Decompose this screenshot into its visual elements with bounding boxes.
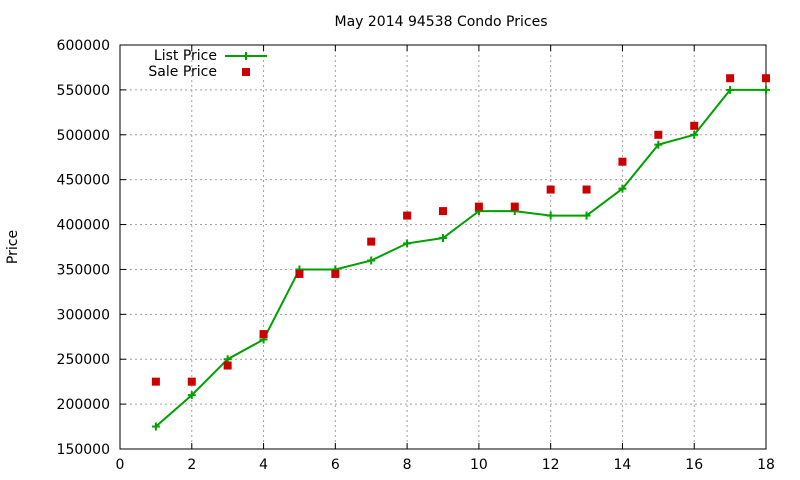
sale-price-point: [295, 269, 304, 278]
sale-price-point: [690, 121, 699, 130]
sale-price-point: [726, 74, 735, 83]
list-price-point: [546, 211, 555, 220]
list-price-point: [762, 85, 770, 94]
sale-price-point: [582, 185, 591, 194]
list-price-point: [690, 130, 699, 139]
series-list-price: [151, 85, 770, 431]
y-tick-label: 150000: [57, 442, 110, 458]
sale-price-point: [151, 377, 160, 386]
x-tick-label: 16: [685, 457, 703, 473]
y-tick-label: 300000: [57, 307, 110, 323]
x-tick-label: 18: [757, 457, 775, 473]
sale-price-point: [403, 211, 412, 220]
sale-price-point: [618, 157, 627, 166]
list-price-line: [155, 88, 766, 428]
y-tick-label: 250000: [57, 352, 110, 368]
list-price-point: [582, 211, 591, 220]
plot-frame: [119, 44, 767, 450]
sale-price-point: [331, 269, 340, 278]
x-tick-label: 6: [331, 457, 340, 473]
list-price-point: [403, 239, 412, 248]
y-tick-label: 550000: [57, 83, 110, 99]
y-axis-label: Price: [5, 230, 21, 264]
sale-price-point: [223, 361, 232, 370]
list-price-point: [654, 140, 663, 149]
legend: List Price Sale Price: [148, 48, 267, 80]
legend-label-sale-price: Sale Price: [148, 64, 217, 80]
series-layer: [151, 74, 770, 431]
sale-price-point: [187, 377, 196, 386]
x-tick-label: 10: [470, 457, 488, 473]
y-tick-label: 350000: [57, 262, 110, 278]
sale-price-point: [510, 202, 519, 211]
sale-price-point: [439, 207, 447, 216]
legend-swatch-list-price: [225, 52, 267, 60]
y-tick-label: 200000: [57, 397, 110, 413]
list-price-point: [618, 184, 627, 193]
legend-plus-sample: [242, 52, 250, 60]
x-tick-label: 4: [259, 457, 268, 473]
y-tick-label: 400000: [57, 218, 110, 234]
sale-price-point: [762, 74, 770, 83]
series-sale-price: [151, 74, 770, 386]
x-tick-label: 12: [542, 457, 560, 473]
x-tick-label: 2: [187, 457, 196, 473]
y-tick-label: 600000: [57, 38, 110, 54]
sale-price-point: [367, 237, 376, 246]
legend-label-list-price: List Price: [154, 48, 217, 64]
list-price-point: [726, 85, 735, 94]
list-price-point: [151, 422, 160, 431]
y-tick-label: 500000: [57, 128, 110, 144]
chart-title: May 2014 94538 Condo Prices: [334, 14, 547, 30]
legend-square-sample: [242, 68, 250, 76]
x-tick-label: 8: [403, 457, 412, 473]
sale-price-point: [474, 202, 483, 211]
x-tick-label: 14: [614, 457, 632, 473]
y-tick-label: 450000: [57, 173, 110, 189]
legend-swatch-sale-price: [242, 68, 250, 76]
list-price-point: [367, 256, 376, 265]
x-tick-label: 0: [116, 457, 125, 473]
y-axis-ticks: 150000 200000 250000 300000 350000 400000 4500…: [57, 38, 766, 458]
list-price-point: [187, 391, 196, 400]
sale-price-point: [546, 185, 555, 194]
sale-price-point: [259, 330, 268, 339]
x-axis-ticks: 0 2 4 6 8 10 12 14 16 18: [116, 45, 775, 473]
list-price-point: [439, 234, 447, 243]
grid-lines: [120, 45, 766, 449]
sale-price-point: [654, 130, 663, 139]
